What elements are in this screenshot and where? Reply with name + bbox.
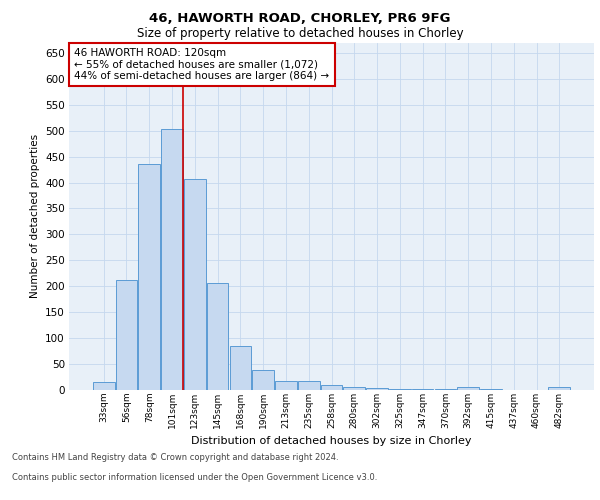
Bar (230, 346, 251, 390)
Bar (207, 282, 229, 390)
Text: Contains public sector information licensed under the Open Government Licence v3: Contains public sector information licen… (12, 472, 377, 482)
Bar (457, 388, 479, 390)
Bar (389, 389, 410, 390)
Text: Size of property relative to detached houses in Chorley: Size of property relative to detached ho… (137, 28, 463, 40)
Bar (298, 380, 320, 390)
Text: 46, HAWORTH ROAD, CHORLEY, PR6 9FG: 46, HAWORTH ROAD, CHORLEY, PR6 9FG (149, 12, 451, 26)
X-axis label: Distribution of detached houses by size in Chorley: Distribution of detached houses by size … (191, 436, 472, 446)
Text: Contains HM Land Registry data © Crown copyright and database right 2024.: Contains HM Land Registry data © Crown c… (12, 452, 338, 462)
Bar (253, 370, 274, 390)
Bar (139, 164, 160, 390)
Bar (93, 382, 115, 390)
Bar (116, 280, 137, 390)
Bar (548, 388, 570, 390)
Bar (320, 385, 343, 390)
Bar (184, 179, 206, 390)
Y-axis label: Number of detached properties: Number of detached properties (29, 134, 40, 298)
Bar (343, 388, 365, 390)
Bar (366, 388, 388, 390)
Bar (161, 129, 183, 390)
Bar (275, 380, 297, 390)
Text: 46 HAWORTH ROAD: 120sqm
← 55% of detached houses are smaller (1,072)
44% of semi: 46 HAWORTH ROAD: 120sqm ← 55% of detache… (74, 48, 329, 81)
